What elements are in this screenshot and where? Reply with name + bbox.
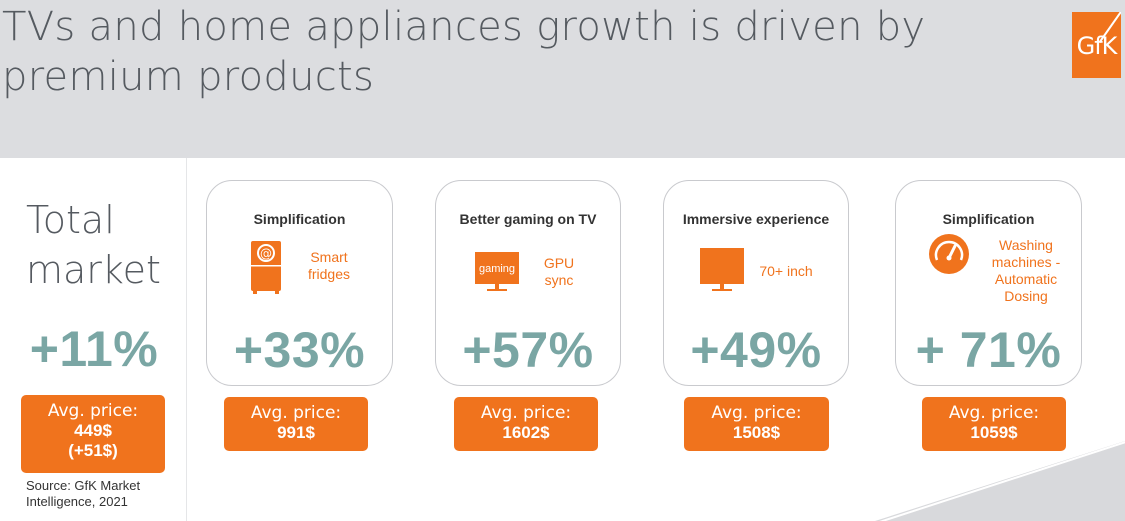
total-market-label: Total market: [26, 195, 161, 295]
tv-screen-text: gaming: [479, 263, 515, 275]
column-divider: [186, 158, 187, 521]
feature-line: Smart: [310, 249, 348, 265]
price-badge-gaming: Avg. price: 1602$: [454, 397, 598, 451]
price-label: Avg. price:: [480, 403, 572, 423]
price-badge-washing: Avg. price: 1059$: [922, 397, 1066, 451]
svg-text:@: @: [260, 247, 272, 261]
title-line-2: premium products: [2, 54, 375, 100]
total-label-line-2: market: [26, 248, 161, 292]
source-note: Source: GfK Market Intelligence, 2021: [26, 478, 140, 510]
price-label: Avg. price:: [250, 403, 342, 423]
price-label: Avg. price:: [47, 401, 139, 421]
category-card-washing: Simplification Washing machines - Automa…: [895, 180, 1082, 386]
price-badge-fridges: Avg. price: 991$: [224, 397, 368, 451]
total-label-line-1: Total: [26, 198, 115, 242]
logo-text: GfK: [1076, 32, 1118, 60]
card-title: Simplification: [942, 211, 1035, 227]
feature-line: GPU: [543, 255, 575, 271]
page-title: TVs and home appliances growth is driven…: [2, 2, 1002, 102]
growth-value: +57%: [462, 322, 594, 378]
feature-label: 70+ inch: [759, 263, 813, 279]
growth-value: +33%: [233, 322, 366, 378]
card-title: Simplification: [253, 211, 346, 227]
source-line-2: Intelligence, 2021: [26, 494, 128, 509]
fridge-icon: @: [251, 241, 281, 294]
price-value: 1602$: [502, 423, 550, 442]
title-line-1: TVs and home appliances growth is driven…: [2, 4, 926, 50]
feature-line: sync: [544, 272, 574, 288]
category-card-gaming: Better gaming on TV gaming GPU sync +57%: [435, 180, 621, 386]
price-label: Avg. price:: [948, 403, 1040, 423]
price-value: 449$: [74, 421, 112, 440]
price-value: 1508$: [732, 423, 781, 442]
feature-label: Washing machines - Automatic Dosing: [976, 237, 1076, 305]
growth-value: +49%: [690, 322, 822, 378]
price-value: 1059$: [970, 423, 1018, 442]
total-growth: +11%: [29, 321, 159, 377]
price-change: (+51$): [68, 441, 118, 460]
price-value: 991$: [277, 423, 315, 442]
feature-line: machines -: [991, 254, 1061, 270]
feature-label: Smart fridges: [299, 249, 359, 283]
gfk-logo: GfK: [1072, 12, 1121, 78]
category-card-fridges: Simplification @ Smart fridges +33%: [206, 180, 393, 386]
source-line-1: Source: GfK Market: [26, 478, 141, 493]
feature-line: Washing: [999, 237, 1053, 253]
total-price-badge: Avg. price: 449$ (+51$): [21, 395, 165, 473]
feature-label: GPU sync: [536, 255, 582, 289]
tv-icon: [700, 248, 744, 291]
tv-icon: gaming: [475, 252, 519, 291]
price-badge-immersive: Avg. price: 1508$: [684, 397, 829, 451]
feature-line: Automatic: [994, 271, 1058, 287]
card-title: Better gaming on TV: [459, 211, 597, 227]
feature-line: fridges: [307, 266, 351, 282]
category-card-immersive: Immersive experience 70+ inch +49%: [663, 180, 849, 386]
gauge-icon: [929, 234, 969, 274]
card-title: Immersive experience: [682, 211, 830, 227]
price-label: Avg. price:: [711, 403, 802, 423]
growth-value: + 71%: [915, 322, 1062, 378]
feature-line: Dosing: [1004, 288, 1048, 304]
